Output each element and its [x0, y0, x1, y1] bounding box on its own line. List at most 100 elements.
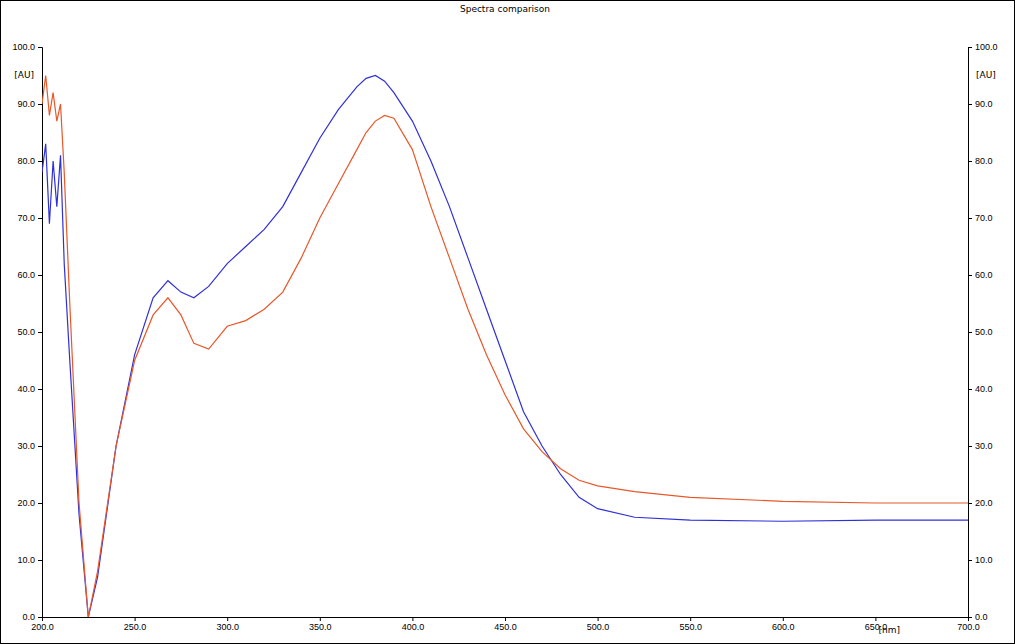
tick-label: 550.0 [679, 622, 702, 632]
tick-mark [38, 161, 42, 162]
tick: 50.0 [968, 327, 993, 337]
tick: 0.0 [22, 612, 42, 622]
tick-label: 100.0 [975, 42, 998, 52]
y-axis: 0.0 10.0 20.0 30.0 40.0 50.0 60.0 70.0 80.0 90.0 1… [12, 42, 42, 622]
tick: 400.0 [402, 617, 425, 632]
tick: 300.0 [216, 617, 239, 632]
tick-label: 0.0 [22, 612, 35, 622]
frame [1, 1, 1015, 644]
y-axis-title: [AU] [14, 70, 34, 80]
tick-label: 70.0 [975, 213, 993, 223]
tick: 600.0 [772, 617, 795, 632]
tick-mark [968, 617, 972, 618]
tick: 10.0 [968, 555, 993, 565]
tick-label: 10.0 [975, 555, 993, 565]
tick-mark [968, 104, 972, 105]
tick-mark [968, 503, 972, 504]
tick: 450.0 [494, 617, 517, 632]
tick-mark [320, 617, 321, 621]
chart: 200.0 250.0 300.0 350.0 400.0 450.0 500.0 550.0… [0, 0, 1015, 644]
spectrum-line [42, 76, 968, 618]
title: Spectra comparison [460, 4, 550, 14]
tick: 80.0 [968, 156, 993, 166]
tick-label: 90.0 [975, 99, 993, 109]
tick-mark [968, 389, 972, 390]
y2-axis: 0.0 10.0 20.0 30.0 40.0 50.0 60.0 70.0 80.0 90.0 1… [968, 42, 998, 622]
tick-mark [38, 275, 42, 276]
tick-label: 40.0 [975, 384, 993, 394]
tick-label: 500.0 [587, 622, 610, 632]
tick: 350.0 [309, 617, 332, 632]
tick: 70.0 [17, 213, 42, 223]
tick-mark [38, 560, 42, 561]
tick-mark [968, 446, 972, 447]
x-axis-title: [nm] [879, 625, 901, 635]
y2-axis-title: [AU] [976, 70, 996, 80]
tick: 30.0 [17, 441, 42, 451]
tick-mark [505, 617, 506, 621]
tick-label: 350.0 [309, 622, 332, 632]
tick-mark [38, 47, 42, 48]
tick-label: 0.0 [975, 612, 988, 622]
tick-mark [227, 617, 228, 621]
tick-label: 70.0 [17, 213, 35, 223]
tick-mark [38, 503, 42, 504]
tick: 100.0 [12, 42, 42, 52]
tick-label: 50.0 [975, 327, 993, 337]
tick-mark [968, 47, 972, 48]
tick-label: 700.0 [957, 622, 980, 632]
tick: 250.0 [124, 617, 147, 632]
tick-mark [968, 560, 972, 561]
tick-mark [875, 617, 876, 621]
spectrum-line [42, 76, 968, 618]
tick: 60.0 [968, 270, 993, 280]
tick: 20.0 [17, 498, 42, 508]
tick-label: 250.0 [124, 622, 147, 632]
tick: 90.0 [968, 99, 993, 109]
tick-mark [135, 617, 136, 621]
y2-axis-line [969, 48, 973, 618]
tick-mark [38, 446, 42, 447]
tick-label: 60.0 [17, 270, 35, 280]
tick-label: 40.0 [17, 384, 35, 394]
tick-label: 30.0 [975, 441, 993, 451]
tick-label: 30.0 [17, 441, 35, 451]
tick-mark [783, 617, 784, 621]
plot-area [42, 76, 968, 618]
x-axis: 200.0 250.0 300.0 350.0 400.0 450.0 500.0 550.0… [31, 617, 980, 632]
tick-label: 100.0 [12, 42, 35, 52]
tick-mark [412, 617, 413, 621]
tick-mark [968, 161, 972, 162]
tick-mark [690, 617, 691, 621]
tick: 80.0 [17, 156, 42, 166]
tick-mark [38, 389, 42, 390]
tick: 70.0 [968, 213, 993, 223]
tick-mark [968, 275, 972, 276]
tick-label: 20.0 [975, 498, 993, 508]
tick: 10.0 [17, 555, 42, 565]
tick: 50.0 [17, 327, 42, 337]
tick: 90.0 [17, 99, 42, 109]
tick-mark [38, 104, 42, 105]
y-axis-line [38, 48, 43, 618]
tick-label: 50.0 [17, 327, 35, 337]
tick: 500.0 [587, 617, 610, 632]
tick: 60.0 [17, 270, 42, 280]
tick-label: 450.0 [494, 622, 517, 632]
tick-label: 80.0 [17, 156, 35, 166]
tick-mark [968, 332, 972, 333]
tick-label: 80.0 [975, 156, 993, 166]
tick-label: 200.0 [31, 622, 54, 632]
tick-mark [38, 332, 42, 333]
tick-mark [38, 617, 42, 618]
tick: 30.0 [968, 441, 993, 451]
tick: 100.0 [968, 42, 998, 52]
tick: 40.0 [968, 384, 993, 394]
tick-label: 600.0 [772, 622, 795, 632]
tick-label: 400.0 [402, 622, 425, 632]
tick: 20.0 [968, 498, 993, 508]
tick: 0.0 [968, 612, 988, 622]
tick-label: 10.0 [17, 555, 35, 565]
tick-label: 90.0 [17, 99, 35, 109]
tick: 40.0 [17, 384, 42, 394]
